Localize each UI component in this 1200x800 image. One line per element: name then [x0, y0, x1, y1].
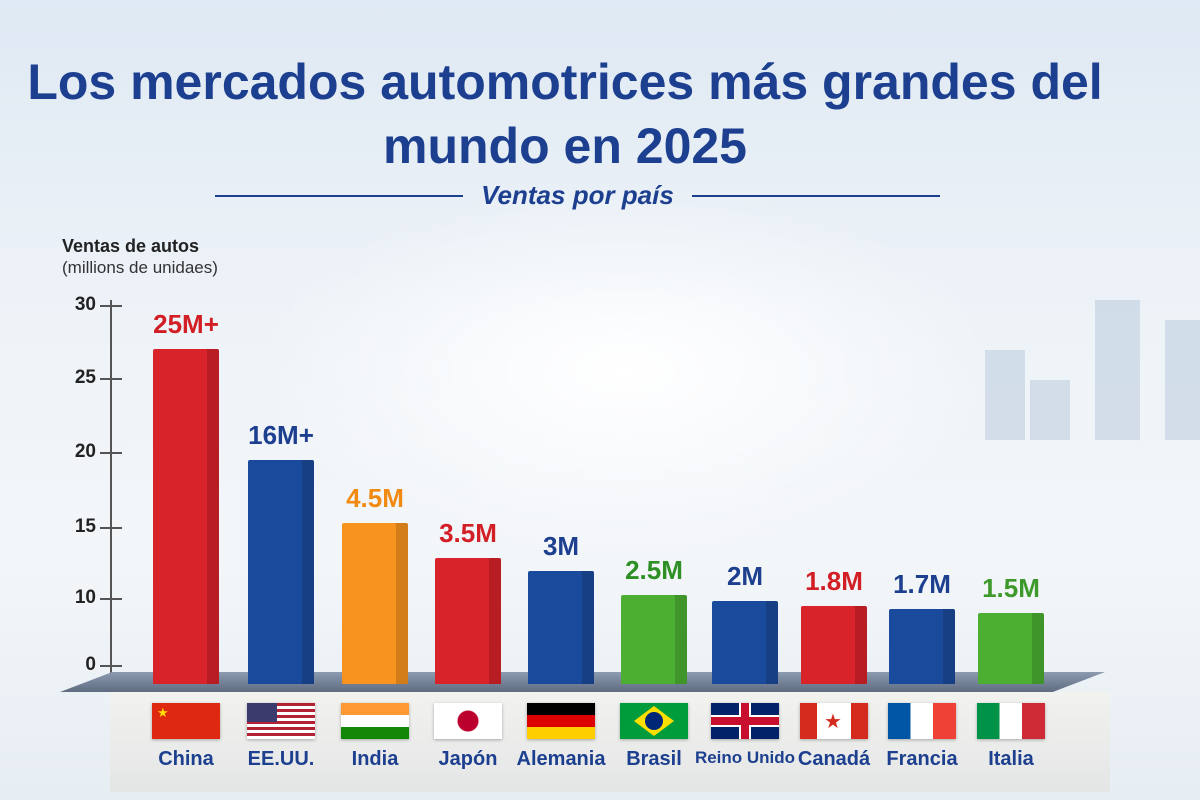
category-label: Canadá [797, 748, 871, 770]
category-label: Italia [988, 748, 1034, 770]
data-label: 25M+ [153, 308, 219, 339]
category-label: EE.UU. [247, 748, 315, 770]
bar-alemania [528, 571, 594, 684]
data-label: 4.5M [346, 482, 404, 513]
data-label: 1.8M [805, 566, 863, 597]
y-tick [100, 527, 122, 529]
y-axis-label: Ventas de autos [62, 236, 200, 256]
y-tick-label: 25 [74, 367, 96, 388]
data-label: 1.5M [982, 572, 1040, 603]
category-label: Japón [438, 748, 498, 770]
flag-br-icon [620, 703, 688, 739]
flag-it-icon [977, 703, 1045, 739]
category-label: Francia [886, 748, 958, 770]
category-label: Reino Unido [694, 748, 796, 767]
flag-fr-icon [888, 703, 956, 739]
y-tick [100, 665, 122, 667]
chart-title: Los mercados automotrices más grandes de… [27, 54, 1103, 174]
bar-canad [801, 606, 867, 684]
subtitle-row: Ventas por país [215, 180, 940, 211]
chart-subtitle: Ventas por país [481, 180, 674, 210]
flag-cn-icon: ★ [152, 703, 220, 739]
bar-india [342, 522, 408, 684]
y-tick-label: 30 [74, 294, 96, 315]
flag-ca-icon: ★ [800, 703, 868, 739]
data-label: 2.5M [625, 555, 683, 586]
divider [691, 194, 940, 197]
y-tick-label: 15 [74, 516, 96, 537]
y-tick-label: 0 [85, 654, 96, 675]
category-label: China [158, 748, 214, 770]
y-tick [100, 378, 122, 380]
flag-us-icon [247, 703, 315, 739]
y-tick [100, 305, 122, 307]
y-tick [100, 452, 122, 454]
y-tick-label: 20 [74, 441, 96, 462]
divider [215, 194, 464, 197]
data-label: 3.5M [439, 518, 497, 549]
bar-italia [978, 612, 1044, 684]
skyline-building [1095, 300, 1140, 440]
flag-jp-icon [434, 703, 502, 739]
data-label: 16M+ [248, 419, 314, 450]
bar-china [153, 348, 219, 684]
bar-francia [889, 609, 955, 684]
y-tick [100, 598, 122, 600]
y-tick-label: 10 [74, 587, 96, 608]
category-label: India [351, 748, 399, 770]
background-glow [250, 180, 1000, 560]
flag-de-icon [527, 703, 595, 739]
category-label: Alemania [516, 748, 606, 770]
flag-in-icon [341, 703, 409, 739]
y-axis [110, 300, 112, 690]
bar-eeuu [248, 459, 314, 684]
category-label: Brasil [626, 748, 682, 770]
bar-brasil [621, 595, 687, 684]
bar-japn [435, 558, 501, 684]
data-label: 3M [542, 531, 580, 562]
skyline-building [985, 350, 1025, 440]
data-label: 2M [726, 560, 764, 591]
data-label: 1.7M [893, 569, 951, 600]
skyline-building [1030, 380, 1070, 440]
y-axis-unit: (millions de unidaes) [62, 258, 218, 277]
skyline-building [1165, 320, 1200, 440]
flag-gb-icon [711, 703, 779, 739]
bar-reinounido [712, 600, 778, 684]
